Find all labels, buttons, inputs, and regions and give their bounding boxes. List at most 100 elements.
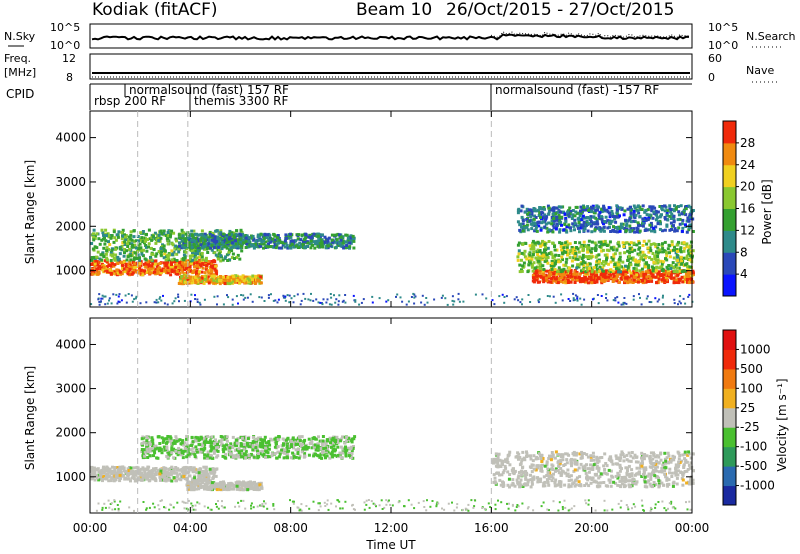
- heatmap-cell: [661, 247, 665, 251]
- heatmap-cell: [557, 213, 561, 217]
- heatmap-cell: [576, 226, 580, 230]
- heatmap-cell: [141, 273, 145, 276]
- heatmap-cell: [566, 273, 570, 277]
- heatmap-cell: [166, 242, 170, 246]
- heatmap-cell: [200, 229, 204, 233]
- heatmap-cell: [164, 271, 168, 275]
- heatmap-cell: [616, 215, 619, 219]
- heatmap-cell: [198, 255, 201, 259]
- heatmap-cell: [683, 275, 687, 279]
- heatmap-cell: [521, 222, 525, 226]
- heatmap-cell: [139, 302, 142, 305]
- heatmap-cell: [592, 211, 596, 215]
- heatmap-cell: [614, 299, 617, 302]
- heatmap-cell: [532, 209, 535, 213]
- heatmap-cell: [290, 239, 294, 243]
- heatmap-cell: [205, 470, 209, 474]
- heatmap-cell: [531, 245, 535, 249]
- heatmap-cell: [586, 205, 590, 209]
- heatmap-cell: [598, 211, 602, 215]
- heatmap-cell: [112, 256, 116, 260]
- heatmap-cell: [191, 271, 195, 274]
- heatmap-cell: [614, 220, 618, 224]
- heatmap-cell: [152, 468, 156, 472]
- heatmap-cell: [173, 246, 177, 250]
- heatmap-cell: [184, 471, 188, 475]
- heatmap-cell: [207, 271, 211, 275]
- heatmap-cell: [634, 263, 638, 267]
- heatmap-cell: [289, 440, 293, 443]
- heatmap-cell: [215, 240, 219, 243]
- heatmap-cell: [232, 454, 236, 458]
- heatmap-cell: [306, 235, 310, 239]
- heatmap-cell: [674, 207, 678, 211]
- heatmap-cell: [580, 245, 583, 249]
- heatmap-cell: [90, 256, 94, 260]
- heatmap-cell: [541, 243, 545, 247]
- heatmap-cell: [261, 441, 265, 445]
- heatmap-cell: [133, 262, 137, 266]
- heatmap-cell: [647, 274, 651, 278]
- heatmap-cell: [688, 225, 692, 229]
- heatmap-cell: [227, 237, 231, 241]
- heatmap-cell: [320, 456, 324, 460]
- heatmap-cell: [234, 274, 238, 278]
- heatmap-cell: [291, 451, 295, 455]
- heatmap-cell: [201, 266, 205, 270]
- heatmap-cell: [327, 242, 331, 246]
- heatmap-cell: [292, 446, 295, 450]
- heatmap-cell: [256, 233, 260, 237]
- heatmap-cell: [605, 253, 609, 257]
- heatmap-cell: [258, 242, 262, 246]
- heatmap-cell: [546, 230, 550, 234]
- heatmap-cell: [96, 250, 100, 254]
- heatmap-cell: [225, 234, 229, 238]
- heatmap-cell: [279, 246, 283, 250]
- heatmap-cell: [102, 471, 106, 475]
- heatmap-cell: [547, 240, 551, 243]
- heatmap-cell: [178, 280, 182, 284]
- heatmap-cell: [541, 264, 545, 268]
- heatmap-cell: [657, 243, 661, 246]
- heatmap-cell: [122, 260, 126, 264]
- heatmap-cell: [152, 475, 156, 478]
- heatmap-cell: [214, 467, 218, 471]
- heatmap-cell: [118, 301, 121, 304]
- heatmap-cell: [611, 280, 615, 283]
- heatmap-cell: [326, 239, 330, 242]
- heatmap-cell: [198, 301, 201, 304]
- heatmap-cell: [577, 221, 581, 224]
- heatmap-cell: [676, 273, 680, 277]
- heatmap-cell: [676, 259, 680, 263]
- heatmap-cell: [312, 240, 316, 244]
- heatmap-cell: [602, 206, 606, 210]
- heatmap-cell: [517, 249, 521, 253]
- heatmap-cell: [682, 249, 686, 253]
- heatmap-cell: [628, 217, 632, 221]
- heatmap-cell: [114, 474, 118, 478]
- heatmap-cell: [362, 298, 365, 301]
- heatmap-cell: [601, 274, 605, 278]
- heatmap-cell: [537, 299, 540, 302]
- heatmap-cell: [125, 249, 129, 253]
- heatmap-cell: [575, 266, 579, 270]
- heatmap-cell: [604, 260, 608, 264]
- heatmap-cell: [279, 241, 283, 244]
- heatmap-cell: [616, 213, 620, 217]
- heatmap-cell: [94, 259, 98, 263]
- heatmap-cell: [616, 227, 620, 231]
- heatmap-cell: [277, 246, 281, 250]
- heatmap-cell: [440, 296, 443, 299]
- heatmap-cell: [317, 239, 321, 243]
- heatmap-cell: [199, 233, 203, 237]
- heatmap-cell: [663, 216, 667, 219]
- heatmap-cell: [651, 275, 655, 279]
- heatmap-cell: [641, 222, 645, 225]
- heatmap-cell: [143, 471, 147, 475]
- heatmap-cell: [300, 442, 304, 446]
- heatmap-cell: [140, 448, 144, 451]
- heatmap-cell: [595, 267, 599, 271]
- heatmap-cell: [178, 236, 182, 240]
- heatmap-cell: [322, 298, 325, 301]
- heatmap-cell: [531, 279, 535, 283]
